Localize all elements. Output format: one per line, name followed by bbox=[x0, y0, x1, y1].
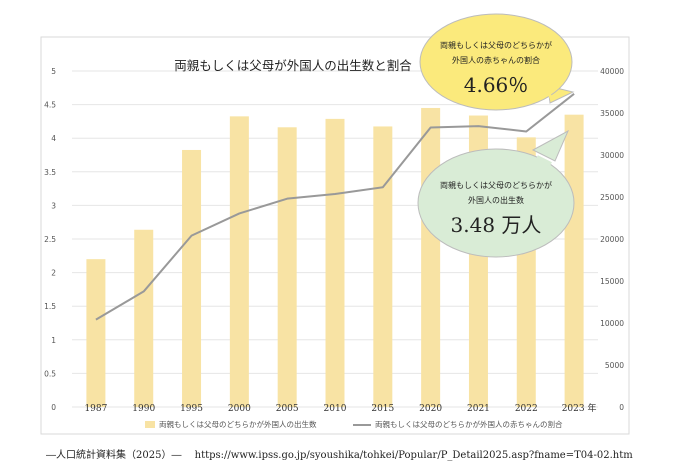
births-callout-line2: 外国人の出生数 bbox=[468, 195, 524, 205]
right-axis-tick-label: 15000 bbox=[600, 277, 624, 286]
x-axis-tick-label: 2022 bbox=[515, 404, 538, 414]
left-axis-tick-label: 2.5 bbox=[44, 235, 56, 244]
right-axis-tick-label: 30000 bbox=[600, 151, 624, 160]
bar bbox=[229, 116, 249, 408]
legend: 両親もしくは父母のどちらかが外国人の出生数 両親もしくは父母のどちらかが外国人の… bbox=[145, 419, 563, 429]
x-axis-tick-label: 2005 bbox=[276, 404, 299, 414]
left-axis-tick-label: 4 bbox=[51, 134, 56, 143]
right-axis-tick-label: 25000 bbox=[600, 193, 624, 202]
chart-title: 両親もしくは父母が外国人の出生数と割合 bbox=[174, 58, 412, 73]
left-axis-tick-label: 4.5 bbox=[44, 101, 56, 110]
x-axis-tick-label: 2015 bbox=[371, 404, 394, 414]
births-callout: 両親もしくは父母のどちらかが 外国人の出生数 3.48 万人 bbox=[417, 129, 575, 258]
left-axis-tick-label: 0.5 bbox=[44, 369, 56, 378]
left-axis-ticks: 0 0.5 1 1.5 2 2.5 3 3.5 4 4.5 5 bbox=[44, 67, 56, 412]
line-series bbox=[95, 93, 575, 321]
x-axis-tick-label: 2021 bbox=[467, 404, 490, 414]
x-axis-tick-label: 1995 bbox=[180, 404, 203, 414]
left-axis-tick-label: 3 bbox=[51, 201, 56, 210]
left-axis-tick-label: 1.5 bbox=[44, 302, 56, 311]
x-axis-tick-label: 2020 bbox=[419, 404, 442, 414]
left-axis-tick-label: 3.5 bbox=[44, 168, 56, 177]
legend-label-ratio: 両親もしくは父母のどちらかが外国人の赤ちゃんの割合 bbox=[375, 419, 563, 429]
left-axis-tick-label: 0 bbox=[51, 403, 56, 412]
ratio-callout-bubble bbox=[419, 13, 573, 111]
right-axis-tick-label: 35000 bbox=[600, 109, 624, 118]
births-callout-pointer bbox=[531, 129, 570, 162]
bar bbox=[86, 259, 106, 407]
x-axis-tick-label: 2023 年 bbox=[562, 402, 597, 414]
left-axis-tick-label: 2 bbox=[51, 269, 56, 278]
births-callout-value: 3.48 万人 bbox=[451, 213, 542, 237]
right-axis-tick-label: 20000 bbox=[600, 235, 624, 244]
bar bbox=[277, 127, 297, 407]
right-axis-tick-label: 10000 bbox=[600, 319, 624, 328]
ratio-callout-seam bbox=[544, 86, 554, 101]
bar bbox=[134, 229, 154, 407]
bar bbox=[182, 149, 202, 407]
x-axis-tick-label: 1987 bbox=[84, 404, 107, 414]
births-callout-line1: 両親もしくは父母のどちらかが bbox=[440, 180, 552, 190]
left-axis-tick-label: 1 bbox=[51, 336, 56, 345]
births-callout-bubble bbox=[417, 148, 575, 258]
source-label: ―人口統計資料集（2025）― bbox=[46, 450, 182, 461]
right-axis-tick-label: 40000 bbox=[600, 67, 624, 76]
legend-label-births: 両親もしくは父母のどちらかが外国人の出生数 bbox=[159, 419, 317, 429]
legend-swatch-births bbox=[145, 421, 155, 428]
ratio-callout-value: 4.66％ bbox=[464, 73, 529, 97]
source-url: https://www.ipss.go.jp/syoushika/tohkei/… bbox=[194, 450, 633, 461]
x-axis-ticks: 1987 1990 1995 2000 2005 2010 2015 2020 2021 2022… bbox=[84, 402, 596, 414]
ratio-callout: 両親もしくは父母のどちらかが 外国人の赤ちゃんの割合 4.66％ bbox=[419, 13, 575, 111]
x-axis-tick-label: 2000 bbox=[228, 404, 251, 414]
source-footer: ―人口統計資料集（2025）― https://www.ipss.go.jp/s… bbox=[46, 446, 643, 461]
births-callout-seam bbox=[536, 155, 552, 166]
bar bbox=[373, 126, 393, 407]
ratio-callout-line1: 両親もしくは父母のどちらかが bbox=[440, 40, 552, 50]
right-axis-tick-label: 0 bbox=[619, 403, 624, 412]
right-axis-ticks: 0 5000 10000 15000 20000 25000 30000 35000 40000 bbox=[600, 67, 624, 412]
right-axis-tick-label: 5000 bbox=[605, 361, 624, 370]
x-axis-tick-label: 1990 bbox=[132, 404, 155, 414]
x-axis-tick-label: 2010 bbox=[324, 404, 347, 414]
bar bbox=[325, 118, 345, 407]
left-axis-tick-label: 5 bbox=[51, 67, 56, 76]
ratio-callout-line2: 外国人の赤ちゃんの割合 bbox=[452, 55, 540, 65]
bar bbox=[564, 114, 584, 408]
bar bbox=[421, 107, 441, 408]
